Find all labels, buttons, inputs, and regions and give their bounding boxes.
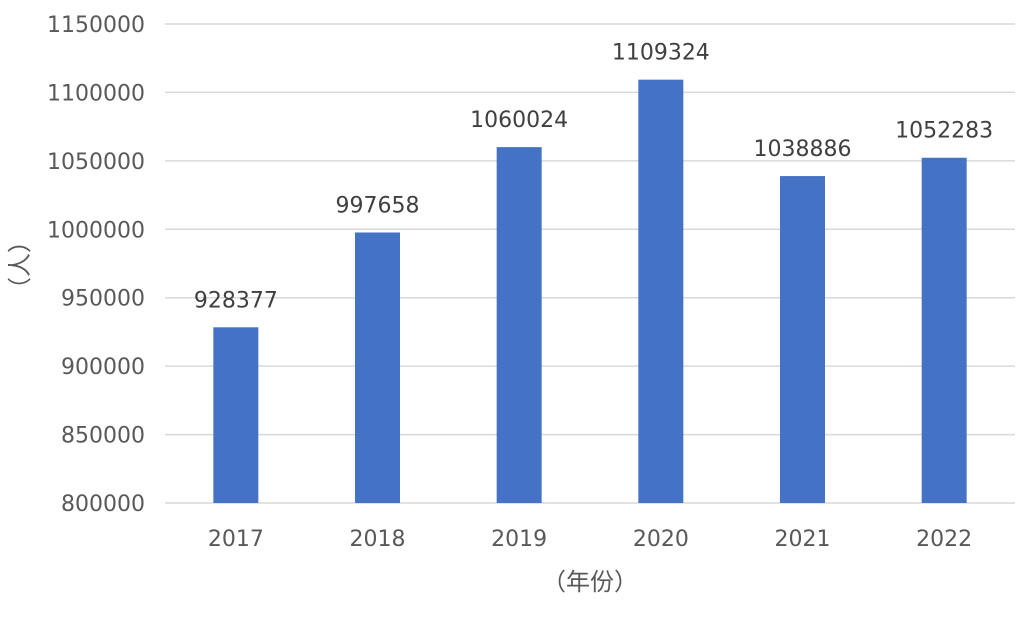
data-label: 1060024: [470, 108, 568, 133]
y-tick-label: 800000: [61, 492, 145, 517]
x-tick-label: 2021: [775, 527, 831, 552]
y-tick-label: 950000: [61, 287, 145, 312]
y-tick-label: 1100000: [47, 81, 145, 106]
x-tick-label: 2020: [633, 527, 689, 552]
data-labels: 928377 997658 1060024 1109324 1038886 1052283: [194, 41, 993, 314]
bar-2018: [355, 232, 400, 503]
bar-2019: [496, 147, 542, 503]
x-axis-ticks: 2017 2018 2019 2020 2021 2022: [208, 527, 972, 552]
y-axis-label: （人）: [6, 229, 34, 301]
data-label: 1109324: [612, 41, 710, 66]
y-tick-label: 1150000: [47, 13, 145, 38]
x-tick-label: 2019: [491, 527, 547, 552]
gridlines: [165, 23, 1015, 504]
data-label: 1038886: [754, 137, 852, 162]
bar-2020: [638, 79, 684, 503]
bar-2021: [780, 176, 825, 503]
y-tick-label: 1050000: [47, 150, 145, 175]
data-label: 1052283: [895, 119, 993, 144]
y-tick-label: 900000: [61, 355, 145, 380]
y-tick-label: 1000000: [47, 218, 145, 243]
x-tick-label: 2018: [350, 527, 406, 552]
data-label: 928377: [194, 288, 278, 313]
bars: [213, 79, 967, 503]
data-label: 997658: [336, 193, 420, 218]
x-tick-label: 2022: [916, 527, 972, 552]
y-axis-ticks: 800000 850000 900000 950000 1000000 1050000 11…: [47, 13, 145, 517]
bar-2022: [921, 157, 967, 503]
x-axis-label: （年份）: [542, 568, 638, 596]
y-tick-label: 850000: [61, 424, 145, 449]
x-tick-label: 2017: [208, 527, 264, 552]
bar-2017: [213, 327, 259, 503]
